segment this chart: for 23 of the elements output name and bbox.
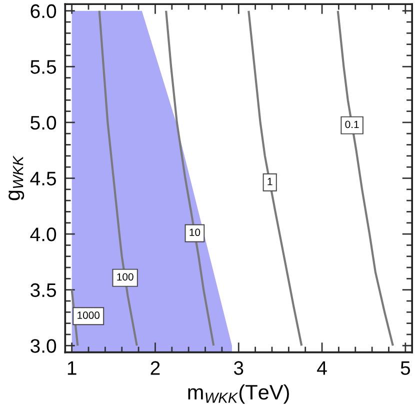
series-label: 1 xyxy=(268,178,272,186)
x-tick-label: 5 xyxy=(400,361,410,375)
x-tick-label: 4 xyxy=(317,361,327,375)
x-tick-label: 3 xyxy=(234,361,244,375)
series-label: 1000 xyxy=(78,312,100,319)
y-tick-label: 4.5 xyxy=(30,172,56,186)
series-label: 100 xyxy=(117,273,134,281)
y-tick-label: 5.0 xyxy=(30,116,56,130)
x-axis-title: m$_{WKK}$(TeV) xyxy=(188,384,289,404)
y-tick-label: 4.0 xyxy=(30,227,56,242)
y-tick-label: 5.5 xyxy=(30,60,56,74)
x-tick-label: 2 xyxy=(150,361,160,375)
line-series xyxy=(98,10,138,347)
line-series xyxy=(336,10,394,347)
y-tick-label: 6.0 xyxy=(30,4,56,18)
series-label: 10 xyxy=(190,228,200,236)
x-tick-label: 1 xyxy=(68,361,76,375)
line-series xyxy=(165,10,215,347)
y-tick-label: 3.5 xyxy=(30,283,56,298)
line-series xyxy=(248,10,303,347)
y-tick-label: 3.0 xyxy=(30,339,56,353)
series-label: 0.1 xyxy=(345,120,359,128)
y-axis-title: g$_{WKK}$ xyxy=(8,156,24,200)
